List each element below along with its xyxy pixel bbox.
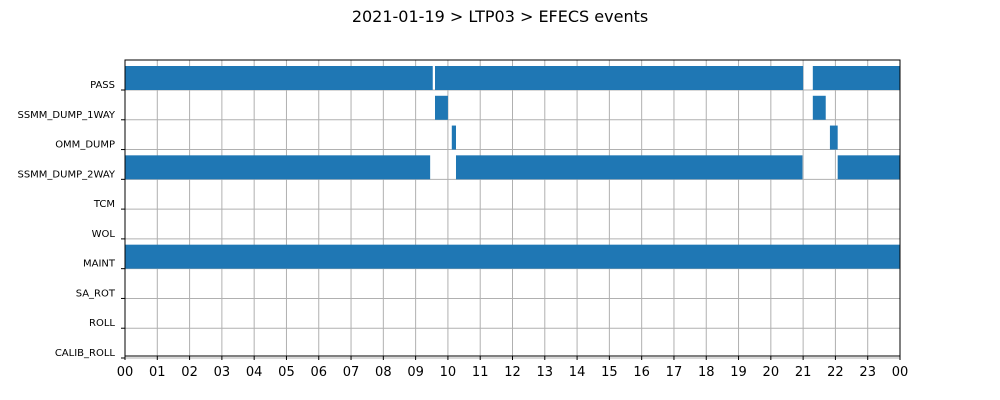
x-tick-label: 01 xyxy=(149,365,166,380)
chart-title: 2021-01-19 > LTP03 > EFECS events xyxy=(352,7,648,26)
event-bar-pass xyxy=(435,66,804,90)
y-tick-label: SA_ROT xyxy=(76,288,116,299)
y-tick-label: TCM xyxy=(93,199,115,210)
y-tick-label: WOL xyxy=(92,229,116,240)
grid xyxy=(124,60,901,359)
x-tick-label: 08 xyxy=(375,365,392,380)
event-bar-ssmm-dump-1way xyxy=(435,95,448,120)
y-tick-label: CALIB_ROLL xyxy=(55,348,116,359)
event-bar-ssmm-dump-1way xyxy=(812,95,826,120)
x-tick-label: 22 xyxy=(827,365,844,380)
event-bar-omm-dump xyxy=(829,125,838,150)
axes: PASS SSMM_DUMP_1WAY OMM_DUMP SSMM_DUMP_2WAY… xyxy=(17,59,909,380)
x-tick-label: 13 xyxy=(537,365,554,380)
y-tick-label: SSMM_DUMP_2WAY xyxy=(17,169,115,180)
y-tick-label: SSMM_DUMP_1WAY xyxy=(17,110,115,121)
x-tick-label: 06 xyxy=(310,365,327,380)
event-bar-pass xyxy=(125,66,433,90)
x-tick-label: 17 xyxy=(666,365,683,380)
x-tick-label: 14 xyxy=(569,365,586,380)
x-tick-label: 09 xyxy=(407,365,424,380)
x-tick-label: 11 xyxy=(472,365,489,380)
y-tick-label: MAINT xyxy=(83,259,116,270)
x-tick-label: 23 xyxy=(859,365,876,380)
x-tick-label: 18 xyxy=(698,365,715,380)
event-bar-maint xyxy=(125,244,900,269)
x-tick-label: 02 xyxy=(181,365,198,380)
x-tick-label: 19 xyxy=(730,365,747,380)
y-tick-label: ROLL xyxy=(89,318,115,329)
x-tick-label: 12 xyxy=(504,365,521,380)
y-tick-label: PASS xyxy=(90,80,115,91)
x-tick-label: 20 xyxy=(763,365,780,380)
event-bar-ssmm-dump-2way xyxy=(125,155,431,180)
event-bar-pass xyxy=(812,66,900,90)
x-tick-label: 04 xyxy=(246,365,263,380)
event-bar-ssmm-dump-2way xyxy=(455,155,803,180)
x-tick-label: 16 xyxy=(633,365,650,380)
y-tick-label: OMM_DUMP xyxy=(55,140,115,151)
x-tick-label: 00 xyxy=(117,365,134,380)
x-tick-label: 05 xyxy=(278,365,295,380)
x-tick-label: 00 xyxy=(892,365,909,380)
bars xyxy=(125,66,900,269)
x-tick-label: 07 xyxy=(343,365,360,380)
x-tick-label: 10 xyxy=(440,365,457,380)
x-tick-label: 15 xyxy=(601,365,618,380)
event-bar-omm-dump xyxy=(451,125,456,150)
x-tick-label: 21 xyxy=(795,365,812,380)
x-tick-label: 03 xyxy=(214,365,231,380)
event-bar-ssmm-dump-2way xyxy=(837,155,900,180)
